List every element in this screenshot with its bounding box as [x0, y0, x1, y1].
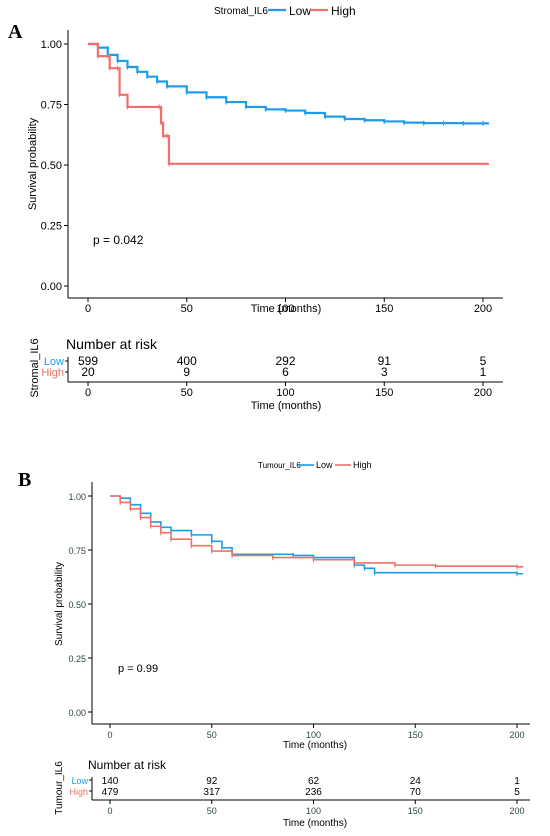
risk-cell: 5: [514, 787, 520, 798]
panel-b-x-axis-title: Time (months): [283, 740, 347, 751]
panel-b-y-axis-title: Survival probability: [54, 562, 65, 646]
risk-x-tick-label: 50: [181, 387, 193, 399]
survival-curve-high: [110, 495, 524, 568]
panel-b-risk-table-x-axis-title: Time (months): [283, 818, 347, 829]
risk-cell: 479: [102, 787, 119, 798]
panel-b-legend: Tumour_IL6 Low High: [258, 460, 372, 470]
risk-x-tick-label: 200: [474, 387, 492, 399]
y-tick-label: 1.00: [41, 39, 62, 51]
panel-a-risk-table-x-axis-title: Time (months): [251, 400, 322, 412]
panel-a-risk-table-x-ticks: 0 50 100 150 200: [85, 382, 492, 399]
panel-a-risk-table: Number at risk Stromal_IL6 Low 599 400 292 9…: [29, 336, 503, 412]
panel-a-y-axis-title: Survival probability: [27, 117, 39, 210]
risk-cell: 1: [514, 776, 520, 787]
y-tick-label: 0.50: [68, 600, 86, 610]
panel-b-legend-high-label: High: [353, 460, 372, 470]
risk-row-label: Low: [44, 356, 64, 368]
panel-a-legend-high-label: High: [331, 4, 356, 18]
panel-a-legend: Stromal_IL6 Low High: [214, 4, 356, 18]
panel-b-risk-table: Number at risk Tumour_IL6 Low 140 92 62 24 1 H…: [54, 758, 530, 829]
risk-cell: 400: [177, 354, 197, 368]
x-tick-label: 50: [181, 303, 193, 315]
panel-a-legend-low-label: Low: [289, 4, 311, 18]
x-tick-label: 100: [276, 303, 294, 315]
risk-x-tick-label: 0: [85, 387, 91, 399]
risk-cell: 292: [275, 354, 295, 368]
panel-b-plot: 0.00 0.25 0.50 0.75 1.00 0 50 100 150 200 Time (…: [54, 482, 530, 751]
risk-x-tick-label: 100: [306, 806, 321, 816]
y-tick-label: 1.00: [68, 492, 86, 502]
risk-row-label: High: [69, 787, 88, 797]
panel-b: B Tumour_IL6 Low High 0.00 0.25 0.50 0.75 1.…: [18, 460, 530, 829]
risk-cell: 3: [381, 365, 388, 379]
risk-cell: 91: [378, 354, 392, 368]
risk-cell: 5: [480, 354, 487, 368]
risk-cell: 92: [206, 776, 218, 787]
y-tick-label: 0.00: [41, 281, 62, 293]
panel-a-label: A: [8, 21, 23, 43]
x-tick-label: 150: [408, 730, 423, 740]
risk-x-tick-label: 50: [207, 806, 217, 816]
risk-cell: 6: [282, 365, 289, 379]
survival-curve-low: [88, 42, 489, 125]
y-tick-label: 0.75: [41, 100, 62, 112]
panel-b-risk-table-cells: Low 140 92 62 24 1 High 479 317 236 70 5: [69, 776, 520, 798]
panel-b-risk-table-strata-label: Tumour_IL6: [54, 761, 65, 815]
panel-a-legend-title: Stromal_IL6: [214, 6, 268, 17]
x-tick-label: 200: [509, 730, 524, 740]
panel-a-p-value: p = 0.042: [93, 233, 144, 247]
panel-b-label: B: [18, 469, 31, 491]
risk-cell: 1: [480, 365, 487, 379]
panel-a-x-axis-title: Time (months): [251, 303, 322, 315]
y-tick-label: 0.00: [68, 708, 86, 718]
panel-b-legend-low-label: Low: [316, 460, 333, 470]
risk-cell: 20: [81, 365, 95, 379]
x-tick-label: 150: [375, 303, 393, 315]
risk-x-tick-label: 200: [509, 806, 524, 816]
panel-a-plot: 0.00 0.25 0.50 0.75 1.00 0 50 100 150 200 Time (…: [27, 30, 503, 315]
risk-x-tick-label: 150: [375, 387, 393, 399]
x-tick-label: 0: [85, 303, 91, 315]
risk-row-label: High: [41, 367, 64, 379]
risk-x-tick-label: 0: [107, 806, 112, 816]
panel-a-risk-table-title: Number at risk: [66, 336, 158, 352]
x-tick-label: 200: [474, 303, 492, 315]
risk-cell: 24: [410, 776, 422, 787]
panel-b-risk-table-title: Number at risk: [88, 758, 167, 772]
panel-a-risk-table-strata-label: Stromal_IL6: [29, 338, 41, 397]
risk-row-label: Low: [71, 776, 88, 786]
panel-a-series: [88, 42, 489, 167]
survival-curve-low: [110, 495, 524, 575]
panel-a: A Stromal_IL6 Low High 0.00 0.25 0.50 0.75 1…: [8, 4, 503, 412]
x-tick-label: 50: [207, 730, 217, 740]
y-tick-label: 0.25: [68, 654, 86, 664]
panel-b-p-value: p = 0.99: [118, 663, 158, 675]
risk-cell: 236: [305, 787, 322, 798]
risk-cell: 317: [203, 787, 220, 798]
risk-cell: 9: [183, 365, 190, 379]
panel-a-y-ticks: 0.00 0.25 0.50 0.75 1.00: [41, 39, 68, 293]
panel-b-legend-title: Tumour_IL6: [258, 461, 301, 470]
panel-b-x-ticks: 0 50 100 150 200: [107, 724, 525, 740]
y-tick-label: 0.50: [41, 160, 62, 172]
risk-x-tick-label: 100: [276, 387, 294, 399]
risk-cell: 62: [308, 776, 320, 787]
risk-x-tick-label: 150: [408, 806, 423, 816]
y-tick-label: 0.75: [68, 546, 86, 556]
x-tick-label: 100: [306, 730, 321, 740]
risk-cell: 140: [102, 776, 119, 787]
panel-b-y-ticks: 0.00 0.25 0.50 0.75 1.00: [68, 492, 92, 718]
risk-cell: 70: [410, 787, 422, 798]
panel-a-x-ticks: 0 50 100 150 200: [85, 298, 492, 315]
panel-a-risk-table-cells: Low 599 400 292 91 5 High 20 9 6 3 1: [41, 354, 486, 379]
panel-b-risk-table-x-ticks: 0 50 100 150 200: [107, 800, 525, 816]
x-tick-label: 0: [107, 730, 112, 740]
panel-b-series: [110, 495, 524, 577]
survival-curve-high: [88, 42, 489, 165]
y-tick-label: 0.25: [41, 221, 62, 233]
risk-cell: 599: [78, 354, 98, 368]
